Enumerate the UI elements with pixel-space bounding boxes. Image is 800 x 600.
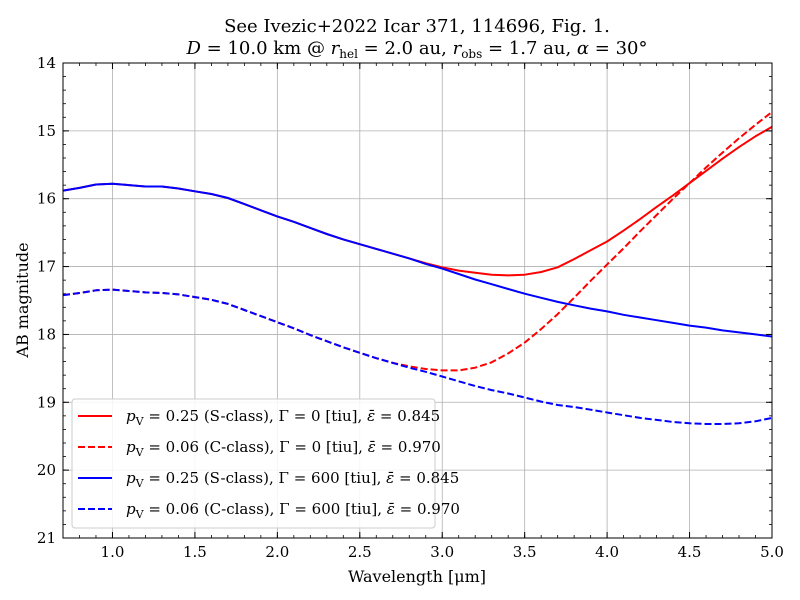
legend-p-symbol: p bbox=[126, 438, 136, 456]
legend-label-4: pV = 0.06 (C-class), Γ = 600 [tiu], ε̄ =… bbox=[126, 500, 460, 521]
legend-p-value: = 0.25 (S-class), bbox=[144, 469, 279, 487]
title-rhel-value: = 2.0 au, bbox=[358, 38, 453, 59]
legend-p-value: = 0.25 (S-class), bbox=[144, 407, 279, 425]
legend-label-2: pV = 0.06 (C-class), Γ = 0 [tiu], ε̄ = 0… bbox=[126, 438, 441, 459]
legend-p-symbol: p bbox=[126, 469, 136, 487]
title-r-symbol-2: r bbox=[453, 38, 463, 59]
title-hel-subscript: hel bbox=[339, 47, 358, 61]
x-tick-label: 5.0 bbox=[760, 543, 784, 561]
series-layer bbox=[63, 111, 772, 425]
legend-eps-symbol: ε̄ bbox=[386, 469, 394, 487]
legend-p-value: = 0.06 (C-class), bbox=[144, 438, 280, 456]
x-tick-label: 4.0 bbox=[595, 543, 619, 561]
legend-p-symbol: p bbox=[126, 500, 136, 518]
x-tick-label: 3.5 bbox=[513, 543, 537, 561]
legend-gamma: Γ = 0 [tiu], bbox=[279, 438, 368, 456]
title-d-symbol: D bbox=[185, 38, 201, 59]
title-alpha-value: = 30° bbox=[589, 38, 647, 59]
y-tick-label: 17 bbox=[37, 258, 56, 276]
y-tick-label: 16 bbox=[37, 190, 56, 208]
y-tick-labels: 14 15 16 17 18 19 20 21 bbox=[37, 54, 56, 547]
x-axis-label: Wavelength [μm] bbox=[348, 567, 486, 586]
x-tick-label: 1.5 bbox=[183, 543, 207, 561]
legend-box bbox=[71, 398, 436, 529]
x-tick-labels: 1.0 1.5 2.0 2.5 3.0 3.5 4.0 4.5 5.0 bbox=[101, 543, 784, 561]
y-tick-label: 20 bbox=[37, 461, 56, 479]
title-d-value: = 10.0 km @ bbox=[201, 38, 331, 59]
x-tick-label: 2.0 bbox=[265, 543, 289, 561]
legend-eps-value: = 0.970 bbox=[376, 438, 441, 456]
legend-eps-symbol: ε̄ bbox=[387, 500, 395, 518]
chart-title-line2: D = 10.0 km @ rhel = 2.0 au, robs = 1.7 … bbox=[185, 38, 647, 61]
plot-frame bbox=[62, 62, 773, 539]
legend-eps-symbol: ε̄ bbox=[367, 407, 375, 425]
series-line-2 bbox=[63, 111, 772, 372]
legend-eps-symbol: ε̄ bbox=[368, 438, 376, 456]
y-tick-label: 18 bbox=[37, 325, 56, 343]
x-tick-label: 3.0 bbox=[430, 543, 454, 561]
x-tick-label: 1.0 bbox=[101, 543, 125, 561]
y-tick-label: 21 bbox=[37, 529, 56, 547]
x-tick-label: 4.5 bbox=[678, 543, 702, 561]
title-alpha-symbol: α bbox=[577, 38, 589, 59]
title-obs-subscript: obs bbox=[461, 47, 482, 61]
legend-p-subscript: V bbox=[135, 477, 145, 490]
legend-p-subscript: V bbox=[135, 415, 145, 428]
legend-label-3: pV = 0.25 (S-class), Γ = 600 [tiu], ε̄ =… bbox=[126, 469, 459, 490]
legend-eps-value: = 0.970 bbox=[395, 500, 460, 518]
legend-gamma: Γ = 600 [tiu], bbox=[279, 469, 387, 487]
legend-gamma: Γ = 600 [tiu], bbox=[279, 500, 387, 518]
legend-p-subscript: V bbox=[135, 508, 145, 521]
title-r-symbol: r bbox=[331, 38, 341, 59]
legend-p-subscript: V bbox=[135, 446, 145, 459]
y-tick-label: 14 bbox=[37, 54, 56, 72]
chart-title-line1: See Ivezic+2022 Icar 371, 114696, Fig. 1… bbox=[224, 16, 610, 37]
y-tick-label: 19 bbox=[37, 393, 56, 411]
y-tick-label: 15 bbox=[37, 122, 56, 140]
y-axis-label: AB magnitude bbox=[13, 242, 32, 358]
x-tick-label: 2.5 bbox=[348, 543, 372, 561]
series-line-3 bbox=[63, 182, 772, 338]
legend-eps-value: = 0.845 bbox=[375, 407, 440, 425]
legend-gamma: Γ = 0 [tiu], bbox=[279, 407, 368, 425]
legend: pV = 0.25 (S-class), Γ = 0 [tiu], ε̄ = 0… bbox=[71, 398, 460, 529]
legend-label-1: pV = 0.25 (S-class), Γ = 0 [tiu], ε̄ = 0… bbox=[126, 407, 440, 428]
legend-eps-value: = 0.845 bbox=[394, 469, 459, 487]
legend-p-value: = 0.06 (C-class), bbox=[144, 500, 280, 518]
title-robs-value: = 1.7 au, bbox=[482, 38, 577, 59]
major-ticks bbox=[63, 62, 773, 539]
legend-p-symbol: p bbox=[126, 407, 136, 425]
